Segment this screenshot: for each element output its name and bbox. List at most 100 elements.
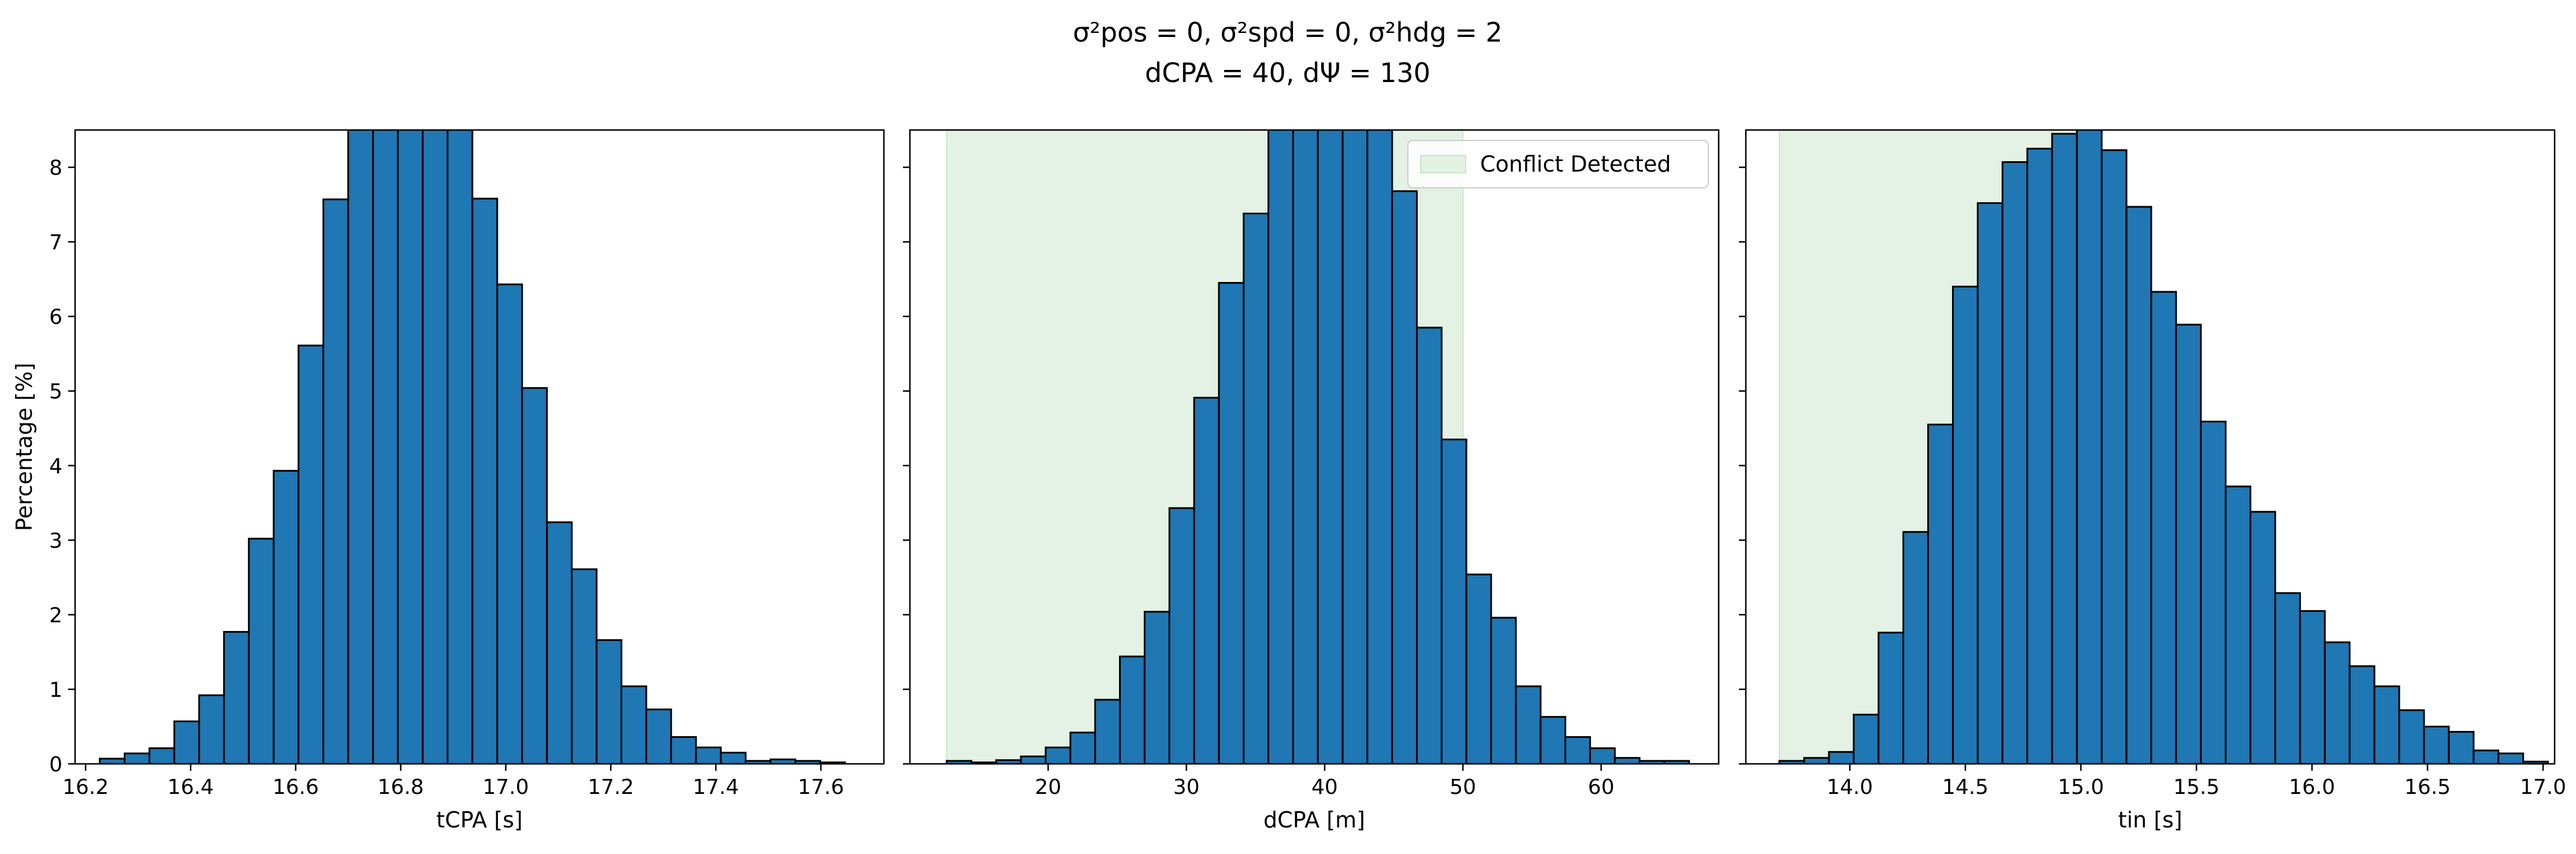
histogram-bar [2448, 731, 2475, 764]
x-axis-label: tin [s] [2118, 807, 2182, 833]
histogram-bar [1440, 439, 1467, 764]
histogram-bar [2225, 485, 2251, 764]
histogram-bar [1119, 655, 1146, 764]
histogram-bar [1976, 202, 2003, 764]
figure-title: σ²pos = 0, σ²spd = 0, σ²hdg = 2 dCPA = 4… [1073, 17, 1503, 88]
title-line-2: dCPA = 40, dΨ = 130 [1145, 57, 1430, 88]
histogram-bar [1341, 130, 1369, 764]
histogram-bar [620, 685, 648, 764]
histogram-bar [1243, 213, 1270, 764]
histogram-bar [1218, 282, 1245, 764]
histogram-bar [2101, 149, 2128, 764]
x-tick-label: 16.4 [168, 775, 214, 799]
histogram-bar [1391, 190, 1418, 764]
y-tick-label: 6 [49, 306, 62, 329]
histogram-bar [1143, 611, 1170, 764]
histogram-bar [1828, 751, 1855, 764]
histogram-bar [1416, 326, 1443, 764]
histogram-bar [2373, 685, 2400, 764]
y-tick-label: 8 [49, 157, 62, 180]
y-tick-label: 7 [49, 231, 62, 255]
histogram-bar [1927, 424, 1954, 764]
histogram-bar [2001, 161, 2028, 764]
axes-frame [74, 129, 885, 765]
x-tick-label: 17.4 [693, 775, 739, 799]
histogram-bar [2299, 610, 2326, 764]
histogram-bar [1951, 285, 1979, 764]
x-tick-label: 14.0 [1827, 775, 1873, 799]
histogram-bar [1564, 736, 1591, 764]
x-tick-label: 16.8 [378, 775, 424, 799]
histogram-bar [198, 694, 225, 764]
x-tick-label: 16.0 [2289, 775, 2335, 799]
subplot-1: 16.2 16.4 16.6 16.8 17.0 17.2 17.4 17.6 0 1 2 3 4 5 6 7… [12, 129, 885, 833]
histogram-bar [2249, 511, 2276, 764]
y-tick-label: 3 [49, 529, 62, 553]
histogram-bar [571, 568, 598, 764]
legend-label: Conflict Detected [1480, 151, 1671, 177]
histogram-bar [720, 752, 747, 764]
y-tick-label: 0 [49, 753, 62, 777]
x-tick-label: 40 [1311, 775, 1338, 799]
legend-box [1407, 140, 1709, 188]
histogram-bar [173, 720, 200, 764]
histogram-bar [521, 387, 548, 764]
histogram-bar [447, 130, 474, 764]
x-tick-label: 17.6 [798, 775, 844, 799]
histogram-bar [596, 639, 623, 764]
axes-frame [1745, 129, 2556, 765]
histogram-bar [2497, 752, 2525, 764]
x-tick-label: 17.0 [482, 775, 529, 799]
histogram-bar [695, 747, 722, 764]
x-tick-label: 15.5 [2173, 775, 2220, 799]
x-tick-label: 16.5 [2404, 775, 2451, 799]
histogram-bar [1193, 396, 1220, 764]
histogram-bar [99, 758, 126, 764]
histogram-bar [1490, 617, 1517, 764]
histogram-bar [273, 470, 300, 764]
x-tick-label: 17.2 [588, 775, 634, 799]
histogram-bar [422, 130, 449, 764]
histogram-bar [1020, 755, 1047, 764]
histogram-bar [1878, 632, 1905, 764]
histogram-bar [1044, 747, 1072, 764]
histogram-bar [2175, 324, 2202, 764]
histogram-bar [1803, 757, 1830, 764]
x-tick-label: 17.0 [2520, 775, 2566, 799]
histogram-bar [2324, 641, 2351, 764]
y-tick-label: 1 [49, 678, 62, 702]
x-tick-label: 16.2 [62, 775, 109, 799]
histogram-bar [1540, 716, 1567, 764]
histogram-bar [2423, 725, 2450, 764]
histogram-bar [645, 708, 672, 764]
histogram-bar [223, 631, 250, 764]
histogram-bar [670, 736, 697, 764]
histogram-bar [1069, 732, 1096, 764]
histogram-bar [2274, 592, 2301, 764]
x-tick-label: 50 [1449, 775, 1476, 799]
x-tick-label: 30 [1173, 775, 1200, 799]
x-tick-label: 15.0 [2058, 775, 2104, 799]
histogram-bar [148, 747, 176, 764]
histogram-bar [1317, 130, 1344, 764]
histogram-bar [2473, 749, 2500, 764]
histogram-bar [2076, 130, 2103, 764]
histogram-bar [2398, 709, 2425, 764]
histogram-bar [471, 198, 499, 764]
subplot-3: 14.0 14.5 15.0 15.5 16.0 16.5 17.0 tin [s] [1739, 129, 2566, 833]
histogram-bar [2348, 665, 2376, 764]
histogram-bar [347, 130, 374, 764]
histogram-bar [397, 130, 424, 764]
plot-area [99, 130, 846, 764]
histogram-bar [298, 344, 325, 764]
y-tick-label: 2 [49, 604, 62, 627]
x-axis-label: dCPA [m] [1263, 807, 1365, 833]
x-tick-label: 14.5 [1942, 775, 1988, 799]
histogram-bar [1853, 714, 1880, 764]
histogram-bar [1267, 130, 1294, 764]
histogram-bar [546, 521, 573, 764]
histogram-bar [1614, 757, 1641, 764]
histogram-bar [1292, 130, 1319, 764]
axes-frame [909, 129, 1720, 765]
